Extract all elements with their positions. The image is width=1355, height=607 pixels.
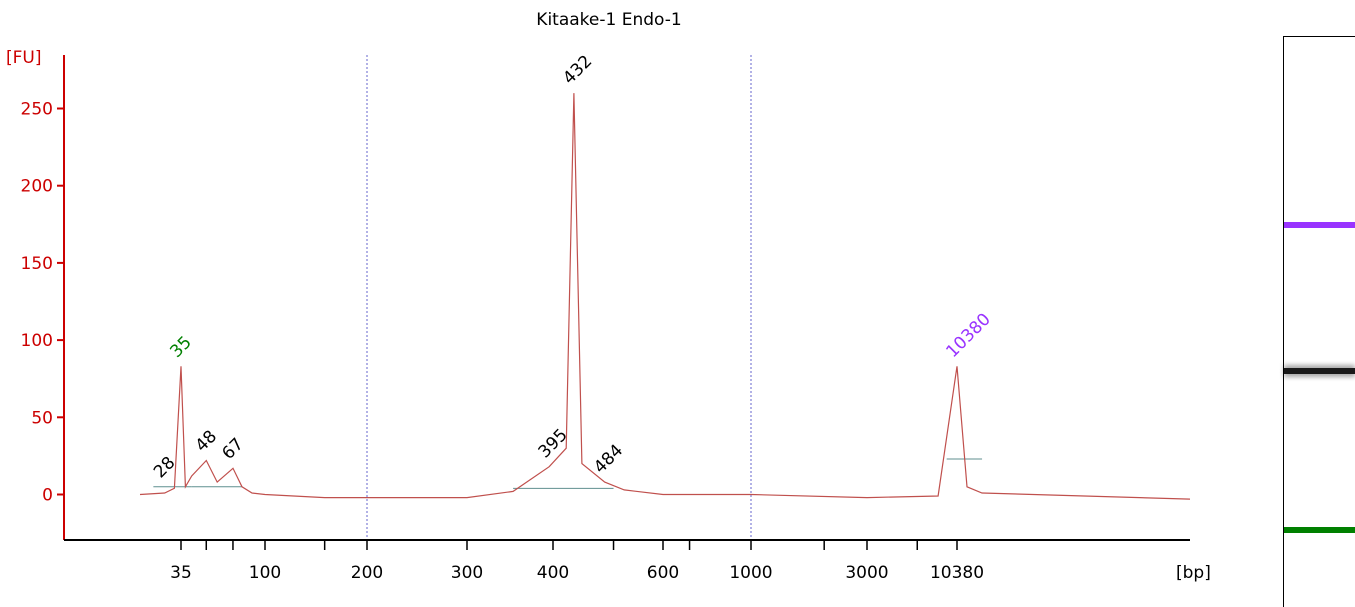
peak-label: 67 bbox=[218, 434, 247, 463]
grid-lines bbox=[366, 55, 752, 540]
y-tick-label: 0 bbox=[42, 486, 53, 506]
x-tick-label: 200 bbox=[351, 563, 383, 583]
y-tick-label: 250 bbox=[21, 100, 53, 120]
electropherogram-trace bbox=[139, 93, 1191, 500]
x-tick-label: 100 bbox=[249, 563, 281, 583]
chart-title: Kitaake-1 Endo-1 bbox=[536, 10, 681, 30]
peak-label: 432 bbox=[559, 52, 596, 89]
peak-label: 35 bbox=[166, 332, 195, 361]
gel-band-sample-band bbox=[1284, 368, 1355, 374]
gel-band-lower-marker bbox=[1284, 527, 1355, 533]
peak-label: 484 bbox=[590, 441, 627, 478]
x-tick-label: 400 bbox=[537, 563, 569, 583]
x-tick-label: 35 bbox=[170, 563, 192, 583]
peak-baselines bbox=[153, 458, 983, 489]
peak-label: 10380 bbox=[942, 309, 994, 361]
gel-image bbox=[1283, 36, 1355, 607]
gel-band-upper-marker bbox=[1284, 222, 1355, 228]
y-tick-label: 50 bbox=[31, 408, 53, 428]
x-axis-label: [bp] bbox=[1176, 563, 1211, 583]
x-axis-ticks: 35 100 200 300 400 600 1000 3000 10380 bbox=[170, 540, 984, 583]
y-tick-label: 100 bbox=[21, 331, 53, 351]
x-tick-label: 300 bbox=[451, 563, 483, 583]
y-tick-label: 150 bbox=[21, 254, 53, 274]
axes bbox=[63, 55, 1190, 541]
y-axis-ticks: 0 50 100 150 200 250 bbox=[21, 100, 64, 506]
y-tick-label: 200 bbox=[21, 177, 53, 197]
x-tick-label: 3000 bbox=[845, 563, 888, 583]
x-tick-label: 10380 bbox=[930, 563, 984, 583]
peak-label: 48 bbox=[192, 427, 221, 456]
x-tick-label: 600 bbox=[647, 563, 679, 583]
x-tick-label: 1000 bbox=[729, 563, 772, 583]
y-axis-label: [FU] bbox=[6, 48, 42, 68]
